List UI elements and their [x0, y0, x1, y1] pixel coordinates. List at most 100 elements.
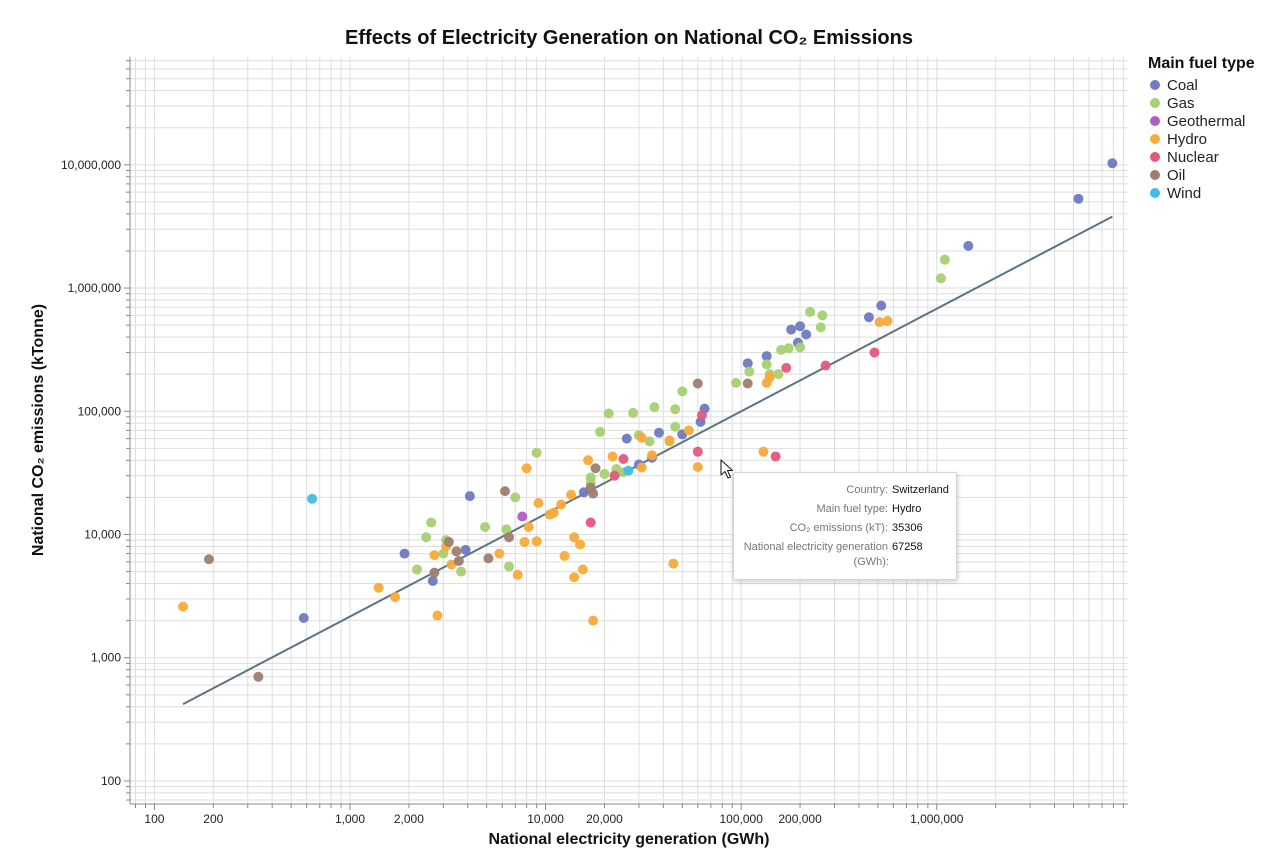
data-point-gas[interactable] [603, 408, 614, 419]
data-point-gas[interactable] [761, 359, 772, 370]
data-point-gas[interactable] [585, 472, 596, 483]
data-point-hydro[interactable] [523, 522, 534, 533]
data-point-hydro[interactable] [548, 507, 559, 518]
data-point-gas[interactable] [649, 402, 660, 413]
data-point-hydro[interactable] [559, 550, 570, 561]
data-point-gas[interactable] [795, 342, 806, 353]
data-point-coal[interactable] [863, 312, 874, 323]
data-point-gas[interactable] [411, 564, 422, 575]
data-point-gas[interactable] [670, 421, 681, 432]
data-point-hydro[interactable] [373, 582, 384, 593]
data-point-hydro[interactable] [583, 455, 594, 466]
data-point-hydro[interactable] [556, 499, 567, 510]
data-point-oil[interactable] [590, 463, 601, 474]
data-point-hydro[interactable] [521, 463, 532, 474]
data-point-gas[interactable] [776, 344, 787, 355]
data-point-wind[interactable] [623, 465, 634, 476]
data-point-coal[interactable] [654, 427, 665, 438]
data-point-nuclear[interactable] [770, 451, 781, 462]
data-point-gas[interactable] [531, 447, 542, 458]
data-point-gas[interactable] [670, 404, 681, 415]
data-point-hydro[interactable] [178, 601, 189, 612]
data-point-hydro[interactable] [390, 592, 401, 603]
data-point-hydro[interactable] [668, 558, 679, 569]
data-point-hydro[interactable] [577, 564, 588, 575]
data-point-oil[interactable] [692, 378, 703, 389]
data-point-gas[interactable] [510, 492, 521, 503]
data-point-nuclear[interactable] [869, 347, 880, 358]
data-point-gas[interactable] [480, 522, 491, 533]
data-point-oil[interactable] [499, 486, 510, 497]
data-point-nuclear[interactable] [781, 362, 792, 373]
data-point-gas[interactable] [805, 306, 816, 317]
data-point-oil[interactable] [451, 546, 462, 557]
data-point-gas[interactable] [628, 407, 639, 418]
data-point-oil[interactable] [429, 567, 440, 578]
data-point-geothermal[interactable] [517, 511, 528, 522]
data-point-nuclear[interactable] [585, 517, 596, 528]
data-point-hydro[interactable] [636, 462, 647, 473]
data-point-hydro[interactable] [758, 446, 769, 457]
data-point-gas[interactable] [456, 566, 467, 577]
data-point-gas[interactable] [939, 254, 950, 265]
data-point-gas[interactable] [426, 517, 437, 528]
data-point-hydro[interactable] [588, 615, 599, 626]
data-point-hydro[interactable] [569, 532, 580, 543]
data-point-gas[interactable] [783, 343, 794, 354]
data-point-nuclear[interactable] [692, 446, 703, 457]
data-point-hydro[interactable] [494, 548, 505, 559]
data-point-coal[interactable] [1073, 193, 1084, 204]
data-point-coal[interactable] [742, 358, 753, 369]
data-point-nuclear[interactable] [609, 470, 620, 481]
data-point-oil[interactable] [453, 555, 464, 566]
data-point-gas[interactable] [744, 366, 755, 377]
data-point-nuclear[interactable] [618, 453, 629, 464]
data-point-coal[interactable] [464, 491, 475, 502]
data-point-coal[interactable] [963, 240, 974, 251]
data-point-coal[interactable] [621, 433, 632, 444]
data-point-gas[interactable] [935, 273, 946, 284]
data-point-coal[interactable] [876, 300, 887, 311]
data-point-nuclear[interactable] [820, 360, 831, 371]
data-point-hydro[interactable] [683, 425, 694, 436]
data-point-hydro[interactable] [575, 539, 586, 550]
data-point-hydro[interactable] [607, 451, 618, 462]
data-point-hydro[interactable] [569, 572, 580, 583]
data-point-gas[interactable] [504, 561, 515, 572]
data-point-coal[interactable] [786, 324, 797, 335]
data-point-coal[interactable] [761, 351, 772, 362]
data-point-oil[interactable] [203, 554, 214, 565]
data-point-oil[interactable] [443, 536, 454, 547]
data-point-gas[interactable] [595, 426, 606, 437]
data-point-coal[interactable] [801, 329, 812, 340]
data-point-coal[interactable] [427, 575, 438, 586]
data-point-gas[interactable] [817, 310, 828, 321]
data-point-coal[interactable] [1107, 158, 1118, 169]
data-point-oil[interactable] [483, 553, 494, 564]
data-point-gas[interactable] [501, 524, 512, 535]
data-point-coal[interactable] [460, 544, 471, 555]
data-point-hydro[interactable] [446, 559, 457, 570]
data-point-coal[interactable] [795, 321, 806, 332]
data-point-hydro[interactable] [519, 536, 530, 547]
data-point-hydro[interactable] [429, 550, 440, 561]
data-point-hydro[interactable] [882, 316, 893, 327]
data-point-hydro[interactable] [874, 317, 885, 328]
data-point-gas[interactable] [599, 468, 610, 479]
data-point-hydro[interactable] [533, 498, 544, 509]
data-point-hydro[interactable] [531, 536, 542, 547]
data-point-gas[interactable] [815, 322, 826, 333]
data-point-gas[interactable] [773, 369, 784, 380]
data-point-hydro[interactable] [764, 371, 775, 382]
data-point-oil[interactable] [504, 532, 515, 543]
data-point-oil[interactable] [742, 378, 753, 389]
data-point-hydro[interactable] [647, 450, 658, 461]
data-point-hydro[interactable] [512, 569, 523, 580]
data-point-coal[interactable] [298, 613, 309, 624]
data-point-oil[interactable] [588, 488, 599, 499]
data-point-gas[interactable] [730, 377, 741, 388]
data-point-gas[interactable] [677, 386, 688, 397]
data-point-coal[interactable] [399, 548, 410, 559]
data-point-hydro[interactable] [566, 489, 577, 500]
data-point-gas[interactable] [644, 436, 655, 447]
